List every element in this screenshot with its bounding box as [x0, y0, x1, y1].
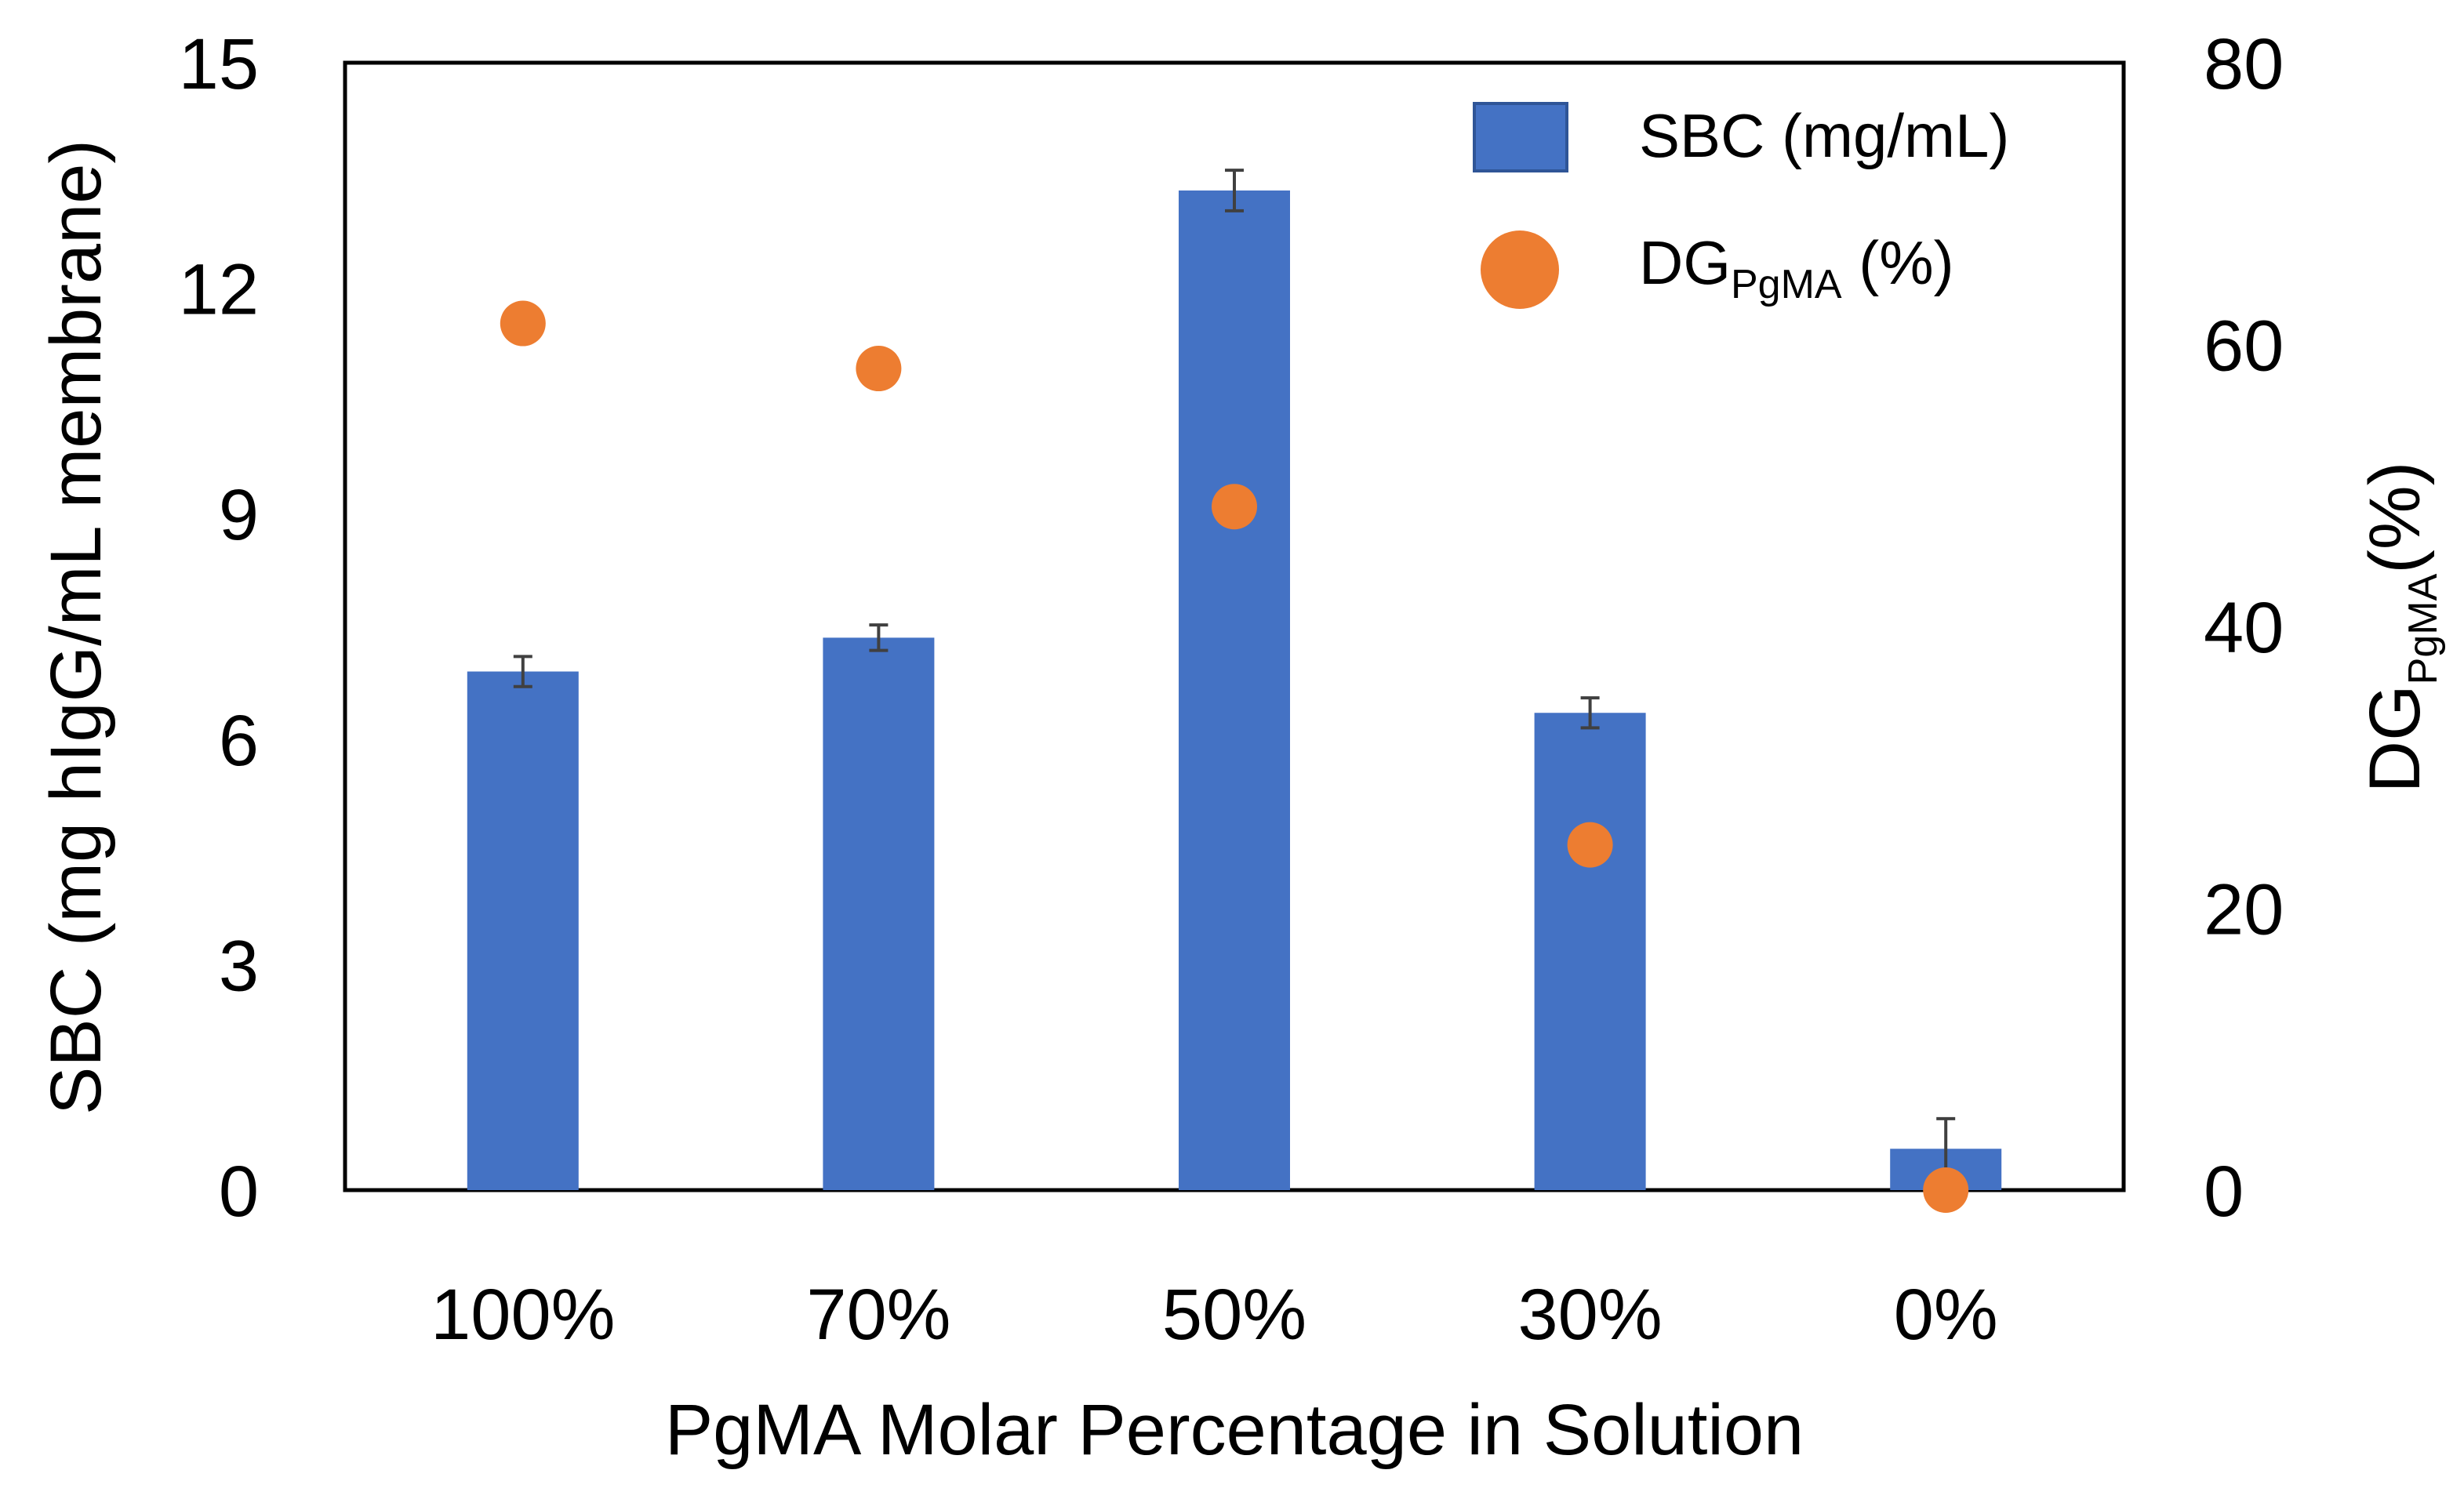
y2-tick-label-4: 80	[2204, 24, 2284, 104]
x-tick-label-2: 50%	[1162, 1275, 1307, 1355]
point-dg-0	[500, 300, 546, 347]
y2-axis-title-main: DG	[2355, 684, 2435, 793]
bar-sbc-3	[1534, 713, 1646, 1190]
y-tick-label-3: 9	[219, 475, 259, 555]
y-tick-label-5: 15	[179, 24, 259, 104]
legend-label-dg-sub: PgMA	[1731, 262, 1842, 307]
y-tick-label-4: 12	[179, 250, 259, 330]
legend-label-dg-main: DG	[1639, 228, 1731, 297]
y2-axis-title-suffix: (%)	[2355, 462, 2435, 574]
errorbar-sbc-3	[1580, 696, 1600, 730]
legend-label-dg-suffix: (%)	[1842, 228, 1954, 297]
point-dg-4	[1923, 1167, 1969, 1213]
bars-layer	[467, 190, 2002, 1190]
point-dg-3	[1567, 822, 1613, 868]
legend-label-sbc: SBC (mg/mL)	[1639, 101, 2009, 170]
y-axis-title: SBC (mg hIgG/mL membrane)	[36, 140, 116, 1115]
errorbar-sbc-1	[869, 623, 889, 652]
x-axis-ticks: 100% 70% 50% 30% 0%	[431, 1275, 1998, 1355]
y2-tick-label-3: 60	[2204, 307, 2284, 387]
x-tick-label-4: 0%	[1894, 1275, 1998, 1355]
x-tick-label-3: 30%	[1518, 1275, 1663, 1355]
left-axis-ticks: 0 3 6 9 12 15	[179, 24, 259, 1232]
y-tick-label-0: 0	[219, 1152, 259, 1232]
y2-tick-label-1: 20	[2204, 870, 2284, 950]
markers-layer	[500, 300, 1969, 1213]
legend-label-dg: DGPgMA (%)	[1639, 228, 1954, 307]
point-dg-2	[1212, 484, 1257, 530]
x-tick-label-0: 100%	[431, 1275, 615, 1355]
errorbars-layer	[513, 169, 1956, 1181]
y2-tick-label-0: 0	[2204, 1152, 2244, 1232]
errorbar-sbc-2	[1225, 169, 1244, 212]
x-tick-label-1: 70%	[806, 1275, 950, 1355]
right-axis-ticks: 0 20 40 60 80	[2204, 24, 2284, 1232]
x-axis-title: PgMA Molar Percentage in Solution	[665, 1390, 1804, 1470]
y-tick-label-2: 6	[219, 701, 259, 781]
y2-axis-title-sub: PgMA	[2400, 573, 2446, 684]
y-tick-label-1: 3	[219, 926, 259, 1006]
y2-axis-title: DGPgMA(%)	[2355, 462, 2446, 793]
legend-swatch-dg	[1481, 230, 1559, 309]
bar-sbc-2	[1179, 190, 1290, 1190]
y2-tick-label-2: 40	[2204, 588, 2284, 668]
bar-sbc-1	[823, 637, 935, 1190]
point-dg-1	[856, 346, 902, 392]
bar-sbc-0	[467, 671, 579, 1190]
legend: SBC (mg/mL) DGPgMA (%)	[1473, 101, 2009, 309]
errorbar-sbc-0	[513, 655, 532, 688]
legend-swatch-sbc	[1473, 102, 1568, 172]
